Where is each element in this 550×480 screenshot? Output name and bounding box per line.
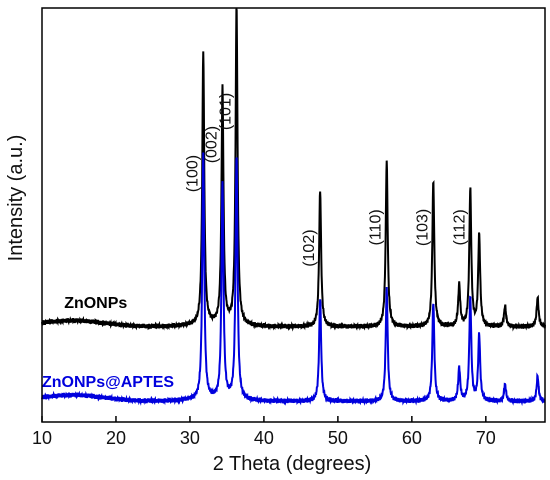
x-tick-label: 40	[254, 428, 274, 448]
series-label: ZnONPs@APTES	[42, 374, 174, 391]
x-axis-title: 2 Theta (degrees)	[213, 453, 372, 475]
x-tick-label: 50	[328, 428, 348, 448]
peak-label: (100)	[184, 155, 201, 192]
peak-label: (110)	[368, 209, 385, 245]
series-line-znonps	[41, 8, 546, 332]
peak-label: (101)	[218, 93, 235, 130]
peak-label: (112)	[451, 209, 468, 245]
x-tick-label: 20	[106, 428, 126, 448]
y-axis-title: Intensity (a.u.)	[5, 135, 27, 262]
peak-label: (002)	[203, 126, 220, 163]
peak-label: (102)	[301, 229, 318, 266]
x-tick-label: 60	[402, 428, 422, 448]
series-label: ZnONPs	[64, 295, 127, 312]
series-line-znonps-aptes	[41, 152, 546, 407]
peak-label: (103)	[414, 209, 431, 246]
x-tick-label: 70	[476, 428, 496, 448]
plot-area	[41, 8, 546, 407]
x-tick-label: 30	[180, 428, 200, 448]
plot-frame	[41, 7, 546, 423]
x-tick-label: 10	[32, 428, 52, 448]
